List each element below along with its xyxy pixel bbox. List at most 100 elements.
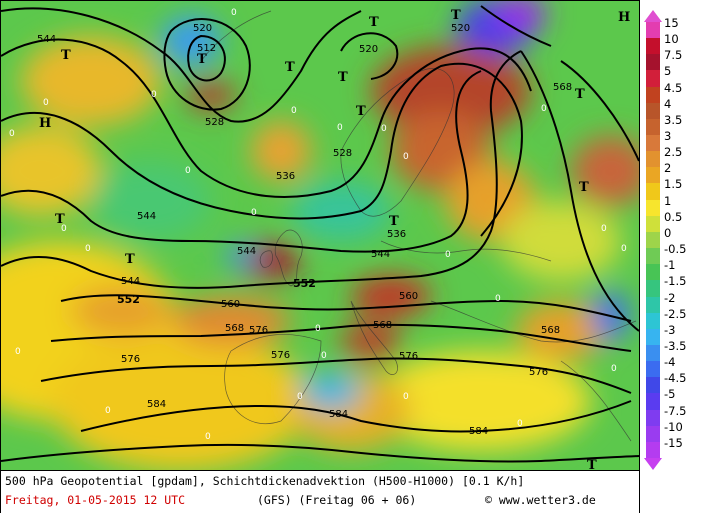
- color-legend: 15 10 7.5 5 4.5 4 3.5 3 2.5 2 1.5 1 0.5 0 -0.5 -1 -1.5 -2…: [644, 16, 704, 458]
- legend-label: -4.5: [664, 371, 687, 386]
- pressure-center-high: H: [39, 116, 51, 131]
- legend-arrow-down-icon: [644, 458, 662, 470]
- legend-row: 3.5: [644, 113, 704, 136]
- legend-row: -4: [644, 355, 704, 378]
- legend-swatch: [646, 54, 660, 71]
- legend-swatch: [646, 344, 660, 362]
- zero-labels: 0 0 0 0 0 0 0 0 0 0 0 0 0 0 0 0 0 0 0 0 …: [9, 8, 627, 442]
- contour-label: 584: [329, 409, 348, 420]
- contour-label: 536: [387, 229, 406, 240]
- legend-row: 1: [644, 194, 704, 216]
- legend-label: -15: [664, 435, 683, 450]
- legend-row: 4.5: [644, 81, 704, 103]
- map-svg: 544 520 512 520 528 528 536 544 544 544 …: [1, 1, 639, 470]
- legend-swatch: [646, 118, 660, 136]
- legend-swatch: [646, 22, 660, 39]
- contour-label: 520: [193, 23, 212, 34]
- zero-label: 0: [611, 364, 617, 374]
- contour-label: 544: [237, 246, 256, 257]
- pressure-center-low: T: [61, 48, 71, 63]
- zero-label: 0: [541, 104, 547, 114]
- legend-swatch: [646, 70, 660, 87]
- legend-row: 0.5: [644, 210, 704, 232]
- pressure-center-low: T: [55, 212, 65, 227]
- legend-label: -0.5: [664, 242, 687, 257]
- legend-row: 3: [644, 129, 704, 152]
- legend-label: 15: [664, 16, 679, 30]
- legend-label: 3.5: [664, 112, 683, 127]
- contour-label: 576: [399, 351, 418, 362]
- legend-label: 7.5: [664, 48, 683, 63]
- legend-row: -2.5: [644, 307, 704, 329]
- zero-label: 0: [337, 123, 343, 133]
- legend-swatch: [646, 248, 660, 265]
- pressure-center-low: T: [338, 70, 348, 85]
- pressure-center-low: T: [451, 8, 461, 23]
- legend-label: 2: [664, 161, 672, 176]
- legend-row: -7.5: [644, 404, 704, 426]
- contour-label: 576: [271, 350, 290, 361]
- legend-row: 0: [644, 226, 704, 249]
- legend-swatch: [646, 264, 660, 281]
- legend-swatch: [646, 231, 660, 249]
- contour-label: 536: [276, 171, 295, 182]
- legend-label: 1.5: [664, 177, 683, 192]
- legend-row: -10: [644, 420, 704, 442]
- legend-swatch: [646, 151, 660, 168]
- zero-label: 0: [205, 432, 211, 442]
- legend-label: 3: [664, 129, 672, 144]
- contour-label: 568: [225, 323, 244, 334]
- geopotential-contours: [1, 5, 639, 463]
- legend-row: 2.5: [644, 145, 704, 168]
- zero-label: 0: [185, 166, 191, 176]
- legend-swatch: [646, 135, 660, 152]
- legend-swatch: [646, 296, 660, 313]
- legend-swatch: [646, 280, 660, 297]
- legend-label: -1.5: [664, 274, 687, 289]
- legend-row: 5: [644, 64, 704, 87]
- contour-label: 512: [197, 43, 216, 54]
- copyright: © www.wetter3.de: [485, 493, 596, 507]
- legend-label: -7.5: [664, 403, 687, 418]
- contour-label: 544: [137, 211, 156, 222]
- pressure-center-low: T: [369, 15, 379, 30]
- legend-swatch: [646, 167, 660, 184]
- legend-row: 15: [644, 16, 704, 39]
- pressure-center-low: T: [575, 87, 585, 102]
- pressure-center-low: T: [125, 252, 135, 267]
- pressure-centers: T T T T T T H T T T T H T T T: [39, 8, 630, 470]
- zero-label: 0: [85, 244, 91, 254]
- zero-label: 0: [231, 8, 237, 18]
- valid-date: Freitag, 01-05-2015 12 UTC: [5, 493, 186, 507]
- legend-swatch: [646, 215, 660, 232]
- zero-label: 0: [381, 124, 387, 134]
- pressure-center-low: T: [356, 104, 366, 119]
- contour-label: 576: [121, 354, 140, 365]
- legend-label: -2: [664, 290, 676, 305]
- contour-labels: 544 520 512 520 528 528 536 544 544 544 …: [37, 23, 572, 437]
- legend-swatch: [646, 441, 660, 458]
- map-description: 500 hPa Geopotential [gpdam], Schichtdic…: [5, 474, 525, 488]
- legend-row: -3: [644, 323, 704, 345]
- legend-swatch: [646, 328, 660, 345]
- legend-label: 2.5: [664, 145, 683, 160]
- zero-label: 0: [291, 106, 297, 116]
- legend-swatch: [646, 102, 660, 119]
- legend-swatch: [646, 38, 660, 55]
- contour-label: 544: [371, 249, 390, 260]
- pressure-center-low: T: [389, 214, 399, 229]
- legend-label: -3.5: [664, 338, 687, 353]
- legend-label: -2.5: [664, 306, 687, 321]
- zero-label: 0: [517, 419, 523, 429]
- contour-label: 560: [399, 291, 418, 302]
- zero-label: 0: [403, 152, 409, 162]
- legend-row: -2: [644, 291, 704, 313]
- contour-label: 584: [469, 426, 488, 437]
- contour-label: 552: [293, 277, 316, 290]
- legend-row: -5: [644, 387, 704, 410]
- contour-label: 568: [541, 325, 560, 336]
- legend-row: -3.5: [644, 339, 704, 362]
- legend-label: 0.5: [664, 209, 683, 224]
- model-run: (GFS) (Freitag 06 + 06): [257, 493, 417, 507]
- legend-row: 10: [644, 32, 704, 55]
